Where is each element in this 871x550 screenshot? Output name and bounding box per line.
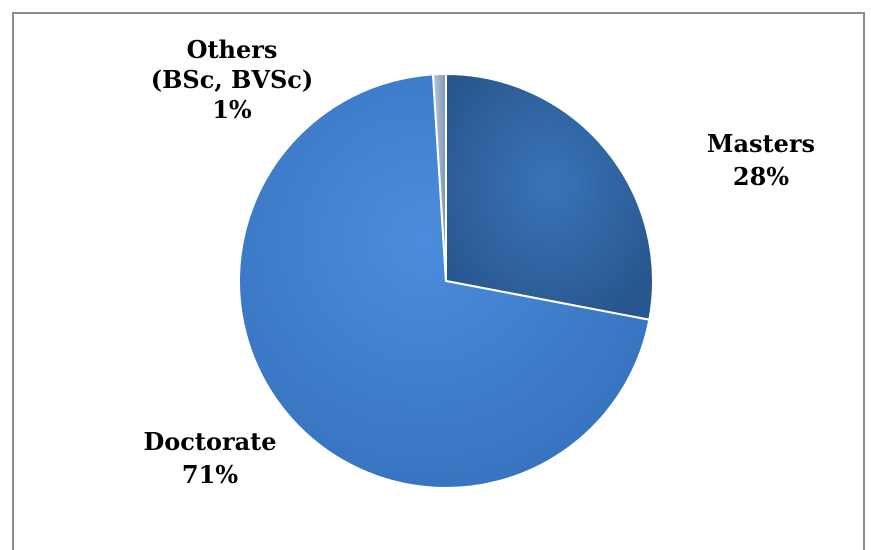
pie-slice-doctorate	[238, 73, 651, 489]
slice-label-doctorate: Doctorate 71%	[143, 427, 276, 489]
chart-frame	[12, 12, 865, 550]
pie-slices	[238, 72, 654, 489]
pie-slice-others	[431, 72, 447, 282]
slice-label-masters: Masters 28%	[707, 129, 815, 191]
slice-label-others: Others (BSc, BVSc) 1%	[151, 35, 314, 124]
pie-labels: Masters 28% Doctorate 71% Others (BSc, BVSc) 1…	[143, 35, 815, 489]
pie-slice-masters	[445, 72, 654, 321]
